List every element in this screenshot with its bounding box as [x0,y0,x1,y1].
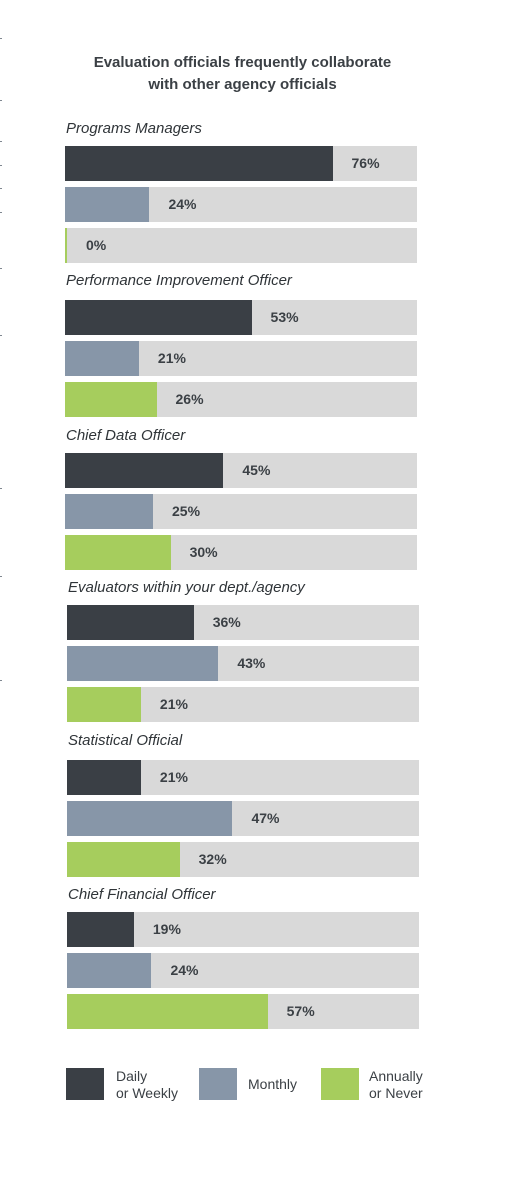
data-label-monthly: 24% [168,196,197,212]
group-label: Statistical Official [68,732,183,749]
legend-label-daily-line-1: Daily [116,1068,148,1084]
edge-tick [0,268,2,269]
bar-track-annually: 21% [67,687,419,722]
edge-tick [0,100,2,101]
bar-monthly [65,187,150,222]
edge-tick [0,488,2,489]
legend-label-annually: Annually or Never [369,1068,423,1102]
data-label-annually: 21% [159,696,188,712]
chart-title-line-1: Evaluation officials frequently collabor… [93,54,392,71]
bar-monthly [67,953,152,988]
bar-track-daily: 76% [65,146,417,181]
edge-tick [0,576,2,577]
data-label-annually: 32% [198,851,227,867]
bar-daily [65,146,333,181]
group-label: Performance Improvement Officer [66,272,292,289]
legend-label-annually-line-1: Annually [369,1068,423,1084]
group-label: Chief Financial Officer [68,886,216,903]
data-label-annually: 0% [86,237,107,253]
data-label-monthly: 25% [172,503,201,519]
bar-track-daily: 45% [65,453,417,488]
data-label-monthly: 43% [237,655,266,671]
legend-label-annually-line-2: or Never [369,1085,423,1101]
bar-track-daily: 19% [67,912,419,947]
bar-track-annually: 26% [65,382,417,417]
bar-annually [67,687,141,722]
legend: Daily or Weekly Monthly Annually or Neve… [0,1068,510,1102]
bar-annually [65,382,157,417]
bar-daily [67,760,141,795]
bar-monthly [65,494,153,529]
bar-track-monthly: 25% [65,494,417,529]
bar-track-annually: 32% [67,842,419,877]
chart-title: Evaluation officials frequently collabor… [0,52,485,96]
bar-track-monthly: 43% [67,646,419,681]
group-label: Chief Data Officer [66,427,186,444]
data-label-daily: 53% [270,309,299,325]
bar-annually [65,228,67,263]
bar-track-annually: 0% [65,228,417,263]
legend-label-monthly: Monthly [248,1076,297,1093]
legend-label-daily: Daily or Weekly [116,1068,178,1102]
edge-tick [0,335,2,336]
data-label-annually: 30% [189,544,218,560]
bar-track-monthly: 24% [65,187,417,222]
bar-track-annually: 30% [65,535,417,570]
bar-monthly [65,341,139,376]
data-label-daily: 36% [212,614,241,630]
bar-track-daily: 21% [67,760,419,795]
edge-tick [0,38,2,39]
data-label-monthly: 24% [170,962,199,978]
legend-swatch-daily [66,1068,104,1100]
bar-daily [65,300,252,335]
data-label-daily: 76% [351,155,380,171]
bar-track-annually: 57% [67,994,419,1029]
bar-annually [65,535,171,570]
bar-track-monthly: 24% [67,953,419,988]
legend-swatch-monthly [199,1068,237,1100]
bar-monthly [67,801,233,836]
legend-swatch-annually [321,1068,359,1100]
edge-tick [0,165,2,166]
bar-monthly [67,646,219,681]
bar-daily [65,453,224,488]
bar-daily [67,605,194,640]
legend-label-monthly-line-1: Monthly [248,1076,298,1092]
bar-track-daily: 36% [67,605,419,640]
edge-tick [0,188,2,189]
data-label-daily: 45% [242,462,271,478]
data-label-annually: 57% [286,1003,315,1019]
bar-track-monthly: 47% [67,801,419,836]
data-label-monthly: 21% [157,350,186,366]
bar-annually [67,842,180,877]
data-label-monthly: 47% [251,810,280,826]
edge-tick [0,141,2,142]
bar-annually [67,994,268,1029]
data-label-daily: 19% [152,921,181,937]
chart-title-line-2: with other agency officials [148,76,337,93]
bar-track-daily: 53% [65,300,417,335]
group-label: Evaluators within your dept./agency [68,579,305,596]
bar-track-monthly: 21% [65,341,417,376]
bar-daily [67,912,134,947]
group-label: Programs Managers [66,120,202,137]
data-label-daily: 21% [159,769,188,785]
edge-tick [0,680,2,681]
data-label-annually: 26% [175,391,204,407]
legend-label-daily-line-2: or Weekly [116,1085,178,1101]
edge-tick [0,212,2,213]
